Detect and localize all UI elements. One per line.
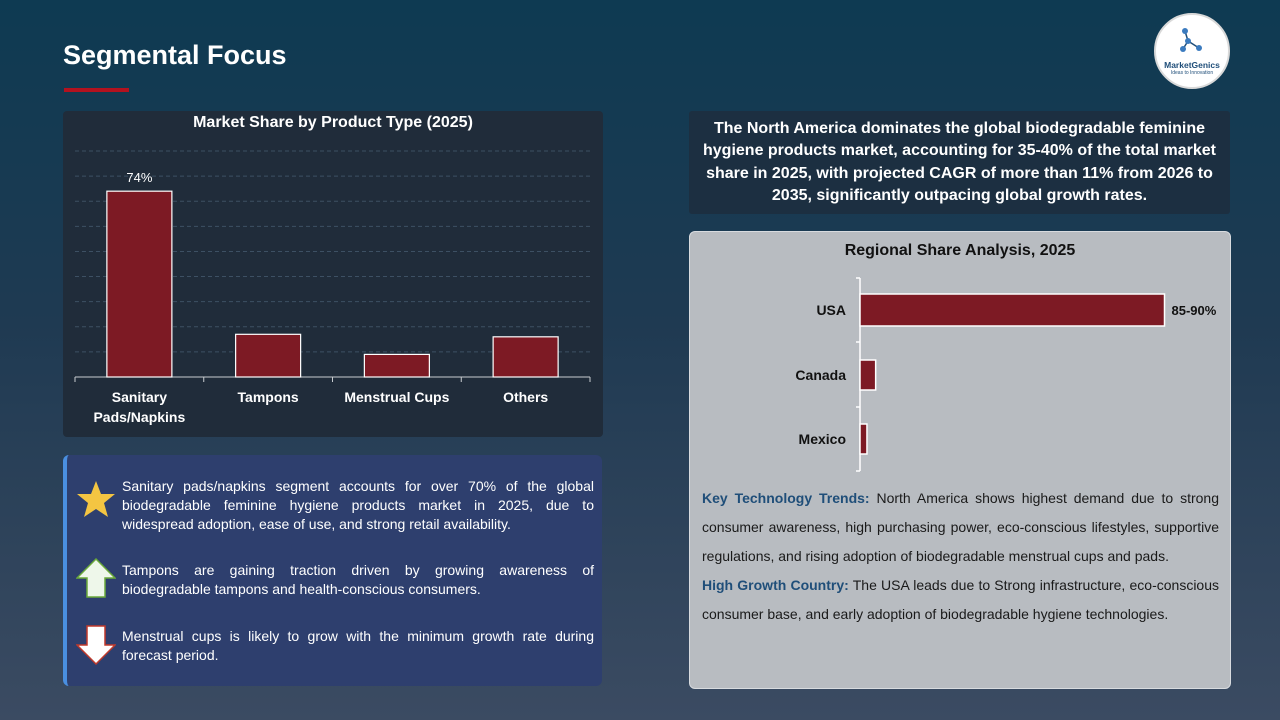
product-type-bar-chart: 74% Sanitary Pads/Napkins Tampons Menstrual …	[74, 150, 591, 425]
bar	[492, 336, 559, 378]
page-title: Segmental Focus	[63, 40, 287, 70]
category-label: Sanitary	[112, 389, 167, 405]
segment-notes-panel: Sanitary pads/napkins segment accounts f…	[63, 455, 602, 686]
bar	[106, 190, 173, 378]
note-text: Menstrual cups is likely to grow with th…	[122, 628, 594, 663]
bar	[235, 333, 302, 378]
regional-bar-chart: USA 85-90% Canada Mexico	[795, 277, 1217, 472]
tech-trends-text: North America shows highest demand due t…	[702, 490, 1219, 564]
product-chart-title: Market Share by Product Type (2025)	[193, 114, 473, 131]
regional-notes: Key Technology Trends: North America sho…	[702, 484, 1219, 629]
category-label: Tampons	[238, 389, 299, 405]
category-label: Menstrual Cups	[344, 389, 449, 405]
category-label: Canada	[795, 367, 846, 383]
star-icon	[77, 481, 115, 517]
regional-chart-title: Regional Share Analysis, 2025	[844, 242, 1076, 259]
category-label: Mexico	[799, 431, 846, 447]
arrow-down-icon	[76, 625, 116, 666]
bar	[859, 359, 877, 391]
category-label: Pads/Napkins	[93, 409, 185, 425]
product-type-chart-panel: Market Share by Product Type (2025) 74% S…	[63, 111, 603, 437]
company-logo: MarketGenics Ideas to Innovation	[1154, 13, 1230, 89]
data-label: 85-90%	[1172, 303, 1217, 318]
category-label: Others	[503, 389, 548, 405]
regional-share-panel: Regional Share Analysis, 2025 USA 85-90% C…	[689, 231, 1231, 689]
tech-trends-heading: Key Technology Trends:	[702, 490, 870, 506]
data-label: 74%	[126, 170, 152, 185]
tech-trends-paragraph: Key Technology Trends: North America sho…	[702, 484, 1219, 571]
title-underline	[64, 88, 129, 92]
bar	[859, 423, 868, 455]
growth-country-text: The USA leads due to Strong infrastructu…	[702, 577, 1219, 622]
logo-tagline: Ideas to Innovation	[1170, 70, 1214, 76]
growth-country-paragraph: High Growth Country: The USA leads due t…	[702, 571, 1219, 629]
bar	[363, 353, 430, 378]
note-text: Sanitary pads/napkins segment accounts f…	[122, 478, 594, 532]
north-america-summary: The North America dominates the global b…	[689, 111, 1230, 214]
logo-name: MarketGenics	[1164, 60, 1220, 70]
category-label: USA	[816, 302, 846, 318]
growth-country-heading: High Growth Country:	[702, 577, 849, 593]
arrow-up-icon	[76, 557, 116, 598]
note-text: Tampons are gaining traction driven by g…	[122, 562, 594, 597]
network-icon	[1180, 28, 1202, 52]
bar	[859, 293, 1166, 327]
